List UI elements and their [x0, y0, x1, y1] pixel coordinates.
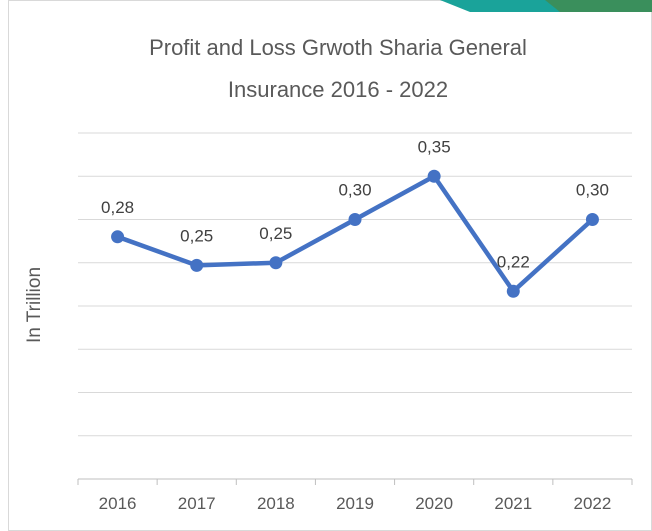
- x-tick-label: 2019: [336, 494, 374, 513]
- data-label: 0,28: [101, 198, 134, 217]
- x-tick-label: 2020: [415, 494, 453, 513]
- x-tick-label: 2018: [257, 494, 295, 513]
- chart-title: Profit and Loss Grwoth Sharia General In…: [149, 35, 527, 102]
- data-label: 0,30: [338, 181, 371, 200]
- y-axis-label: In Trillion: [24, 267, 45, 343]
- x-tick-label: 2022: [574, 494, 612, 513]
- marker: [427, 169, 441, 183]
- data-label: 0,30: [576, 181, 609, 200]
- marker: [506, 284, 520, 298]
- marker: [585, 213, 599, 226]
- marker: [190, 258, 204, 272]
- data-label: 0,22: [497, 252, 530, 271]
- x-tick-label: 2017: [178, 494, 216, 513]
- marker: [269, 256, 283, 270]
- marker: [111, 230, 125, 244]
- x-tick-label: 2021: [494, 494, 532, 513]
- data-label: 0,25: [180, 226, 213, 245]
- decoration: [545, 0, 652, 12]
- data-label: 0,25: [259, 224, 292, 243]
- data-label: 0,35: [418, 137, 451, 156]
- x-tick-label: 2016: [99, 494, 137, 513]
- marker: [348, 213, 362, 226]
